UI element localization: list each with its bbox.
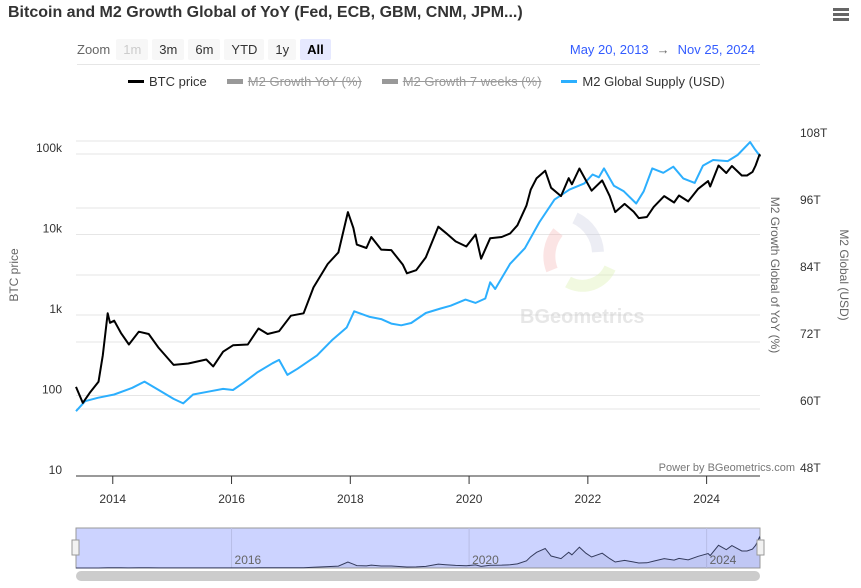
watermark-logo: BGeometrics: [520, 212, 645, 328]
zoom-all-button[interactable]: All: [300, 39, 331, 60]
gridlines: [76, 140, 760, 410]
zoom-label: Zoom: [77, 42, 111, 57]
zoom-1y-button[interactable]: 1y: [268, 39, 297, 60]
x-tick-label: 2014: [99, 492, 126, 506]
range-selector: Zoom 1m 3m 6m YTD 1y All: [77, 39, 335, 60]
legend-label: M2 Global Supply (USD): [582, 74, 725, 89]
y-right-tick-label: 60T: [800, 394, 821, 408]
navigator-tick-label: 2020: [472, 553, 499, 567]
scrollbar[interactable]: [76, 571, 760, 581]
navigator-tick-label: 2024: [710, 553, 737, 567]
y-left-tick-label: 100k: [36, 141, 63, 155]
watermark-text: BGeometrics: [520, 306, 645, 328]
navigator-right-handle[interactable]: [756, 539, 765, 556]
arrow-right-icon: →: [656, 42, 670, 57]
line-swatch-icon: [226, 79, 243, 84]
x-tick-label: 2020: [456, 492, 483, 506]
legend-item-m2-growth-7-weeks[interactable]: M2 Growth 7 weeks (%): [381, 74, 542, 89]
zoom-6m-button[interactable]: 6m: [188, 39, 221, 60]
navigator-area: [76, 537, 760, 568]
legend-item-btc-price[interactable]: BTC price: [128, 74, 207, 89]
chart-title: Bitcoin and M2 Growth Global of YoY (Fed…: [8, 4, 523, 21]
line-swatch-icon: [128, 80, 144, 83]
legend-item-m2-growth-yoy[interactable]: M2 Growth YoY (%): [226, 74, 362, 89]
y-right-tick-label: 72T: [800, 327, 821, 341]
legend-item-m2-global-supply[interactable]: M2 Global Supply (USD): [561, 74, 725, 89]
y-axis-right-1-title: M2 Growth Global of YoY (%): [768, 197, 782, 354]
y-axis-left-title: BTC price: [7, 248, 21, 302]
zoom-3m-button[interactable]: 3m: [152, 39, 185, 60]
legend-label: M2 Growth YoY (%): [247, 74, 362, 89]
y-right-tick-label: 108T: [800, 126, 828, 140]
y-axis-right-2-title: M2 Global (USD): [837, 229, 851, 320]
y-axis-left: 10 100 1k 10k 100k: [36, 141, 63, 477]
y-left-tick-label: 10: [49, 463, 63, 477]
navigator-tick-label: 2016: [235, 553, 262, 567]
y-left-tick-label: 10k: [43, 222, 63, 236]
zoom-1m-button[interactable]: 1m: [116, 39, 149, 60]
navigator-left-handle[interactable]: [71, 539, 80, 556]
x-axis: 2014 2016 2018 2020 2022 2024: [76, 475, 760, 506]
x-tick-label: 2016: [218, 492, 245, 506]
series-line-m2-global-supply: [75, 141, 761, 412]
y-axis-right: 48T 60T 72T 84T 96T 108T: [800, 126, 828, 475]
range-to-input[interactable]: Nov 25, 2024: [677, 42, 755, 57]
legend: BTC price M2 Growth YoY (%) M2 Growth 7 …: [128, 74, 745, 89]
navigator-mask[interactable]: [75, 527, 761, 569]
navigator: 2016 2020 2024: [71, 527, 765, 581]
date-range: May 20, 2013 → Nov 25, 2024: [570, 42, 755, 57]
legend-label: M2 Growth 7 weeks (%): [402, 74, 542, 89]
x-tick-label: 2022: [574, 492, 601, 506]
y-right-tick-label: 96T: [800, 193, 821, 207]
line-swatch-icon: [561, 80, 578, 83]
credit-link[interactable]: Power by BGeometrics.com: [659, 462, 795, 474]
hamburger-menu-icon[interactable]: [833, 8, 849, 22]
range-from-input[interactable]: May 20, 2013: [569, 42, 649, 57]
x-tick-label: 2024: [693, 492, 720, 506]
divider: [77, 64, 760, 65]
series-line-btc-price: [75, 153, 761, 404]
zoom-ytd-button[interactable]: YTD: [224, 39, 265, 60]
navigator-series-line: [76, 535, 761, 569]
y-left-tick-label: 100: [42, 383, 62, 397]
x-tick-label: 2018: [337, 492, 364, 506]
y-right-tick-label: 48T: [800, 461, 821, 475]
line-swatch-icon: [381, 79, 398, 84]
y-right-tick-label: 84T: [800, 260, 821, 274]
legend-label: BTC price: [149, 74, 207, 89]
y-left-tick-label: 1k: [49, 302, 63, 316]
